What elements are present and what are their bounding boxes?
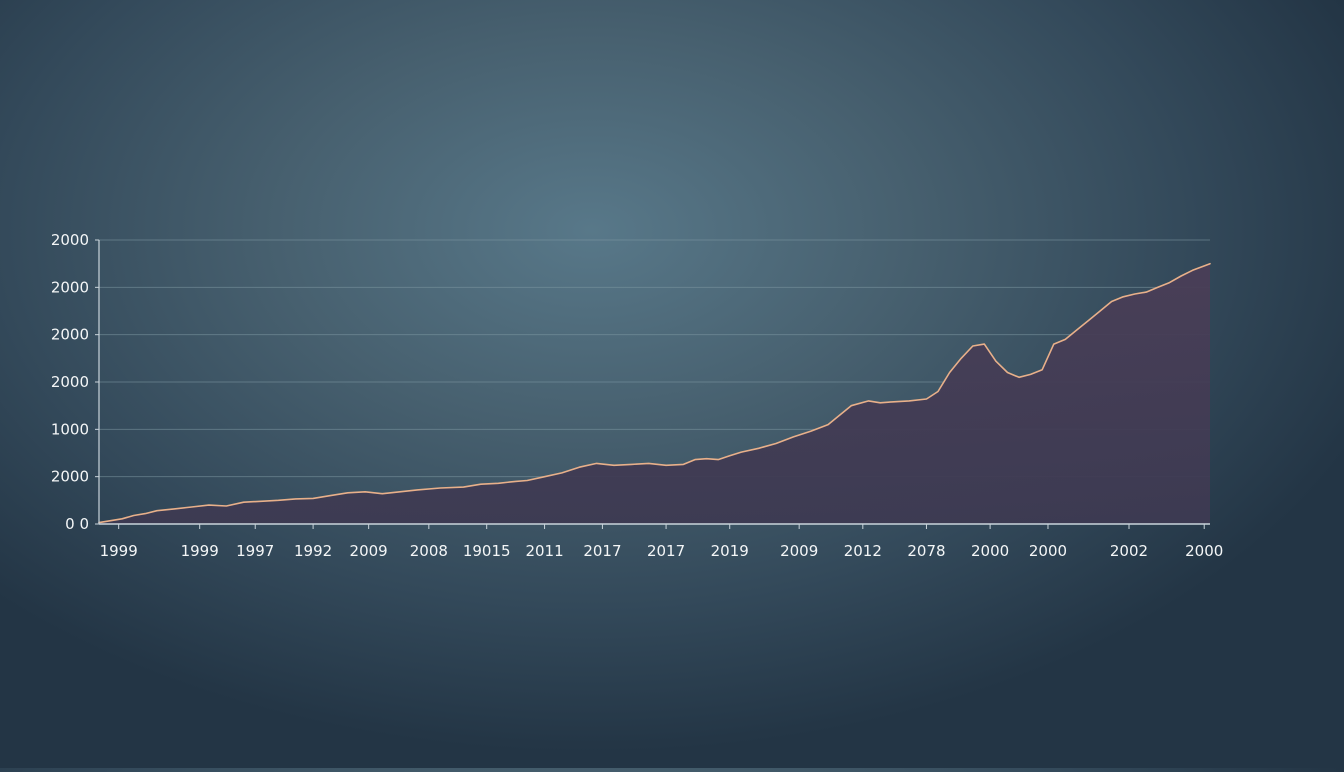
y-tick-label-2: 1000	[51, 420, 89, 438]
x-tick-label-1: 1999	[181, 542, 219, 560]
y-tick-label-3: 2000	[51, 373, 89, 391]
x-tick-label-4: 2009	[350, 542, 388, 560]
x-tick-label-2: 1997	[236, 542, 274, 560]
y-tick-label-0: 0 0	[65, 515, 89, 533]
y-tick-label-6: 2000	[51, 231, 89, 249]
x-tick-label-13: 2078	[907, 542, 945, 560]
x-tick-label-0: 1999	[100, 542, 138, 560]
y-tick-label-5: 2000	[51, 278, 89, 296]
series-area	[99, 263, 1210, 524]
x-tick-label-9: 2017	[647, 542, 685, 560]
y-axis-ticks: 0 0 2000 1000 2000 2000 2000 2000	[51, 231, 99, 533]
y-tick-label-1: 2000	[51, 468, 89, 486]
x-tick-label-16: 2002	[1110, 542, 1148, 560]
x-tick-label-14: 2000	[971, 542, 1009, 560]
plot-area	[98, 262, 1211, 524]
x-tick-label-5: 2008	[410, 542, 448, 560]
x-axis-ticks: 1999 1999 1997 1992 2009 2008 19015 2011 2017 201…	[100, 524, 1223, 560]
x-tick-label-11: 2009	[780, 542, 818, 560]
y-tick-label-4: 2000	[51, 326, 89, 344]
x-tick-label-15: 2000	[1029, 542, 1067, 560]
x-tick-label-6: 19015	[463, 542, 511, 560]
x-tick-label-8: 2017	[583, 542, 621, 560]
x-tick-label-7: 2011	[525, 542, 563, 560]
x-tick-label-3: 1992	[294, 542, 332, 560]
x-tick-label-10: 2019	[711, 542, 749, 560]
x-tick-label-12: 2012	[844, 542, 882, 560]
series-line	[98, 262, 1211, 524]
x-tick-label-17: 2000	[1185, 542, 1223, 560]
